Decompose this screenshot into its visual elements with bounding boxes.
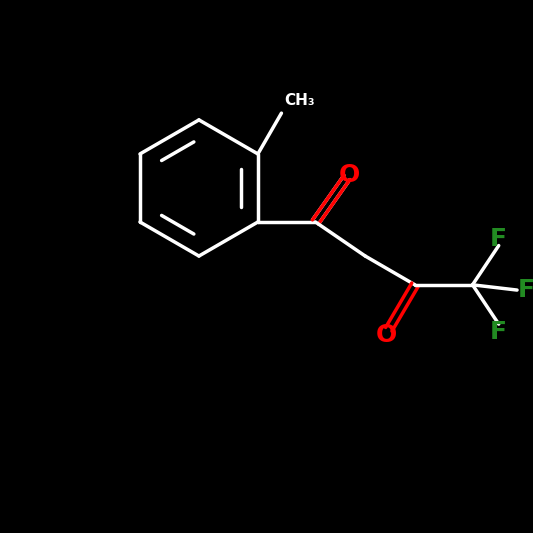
Text: CH₃: CH₃: [284, 93, 314, 108]
Text: F: F: [490, 227, 507, 251]
Text: F: F: [518, 278, 533, 302]
Text: F: F: [490, 320, 507, 344]
Text: O: O: [376, 322, 397, 346]
Text: O: O: [339, 163, 360, 187]
